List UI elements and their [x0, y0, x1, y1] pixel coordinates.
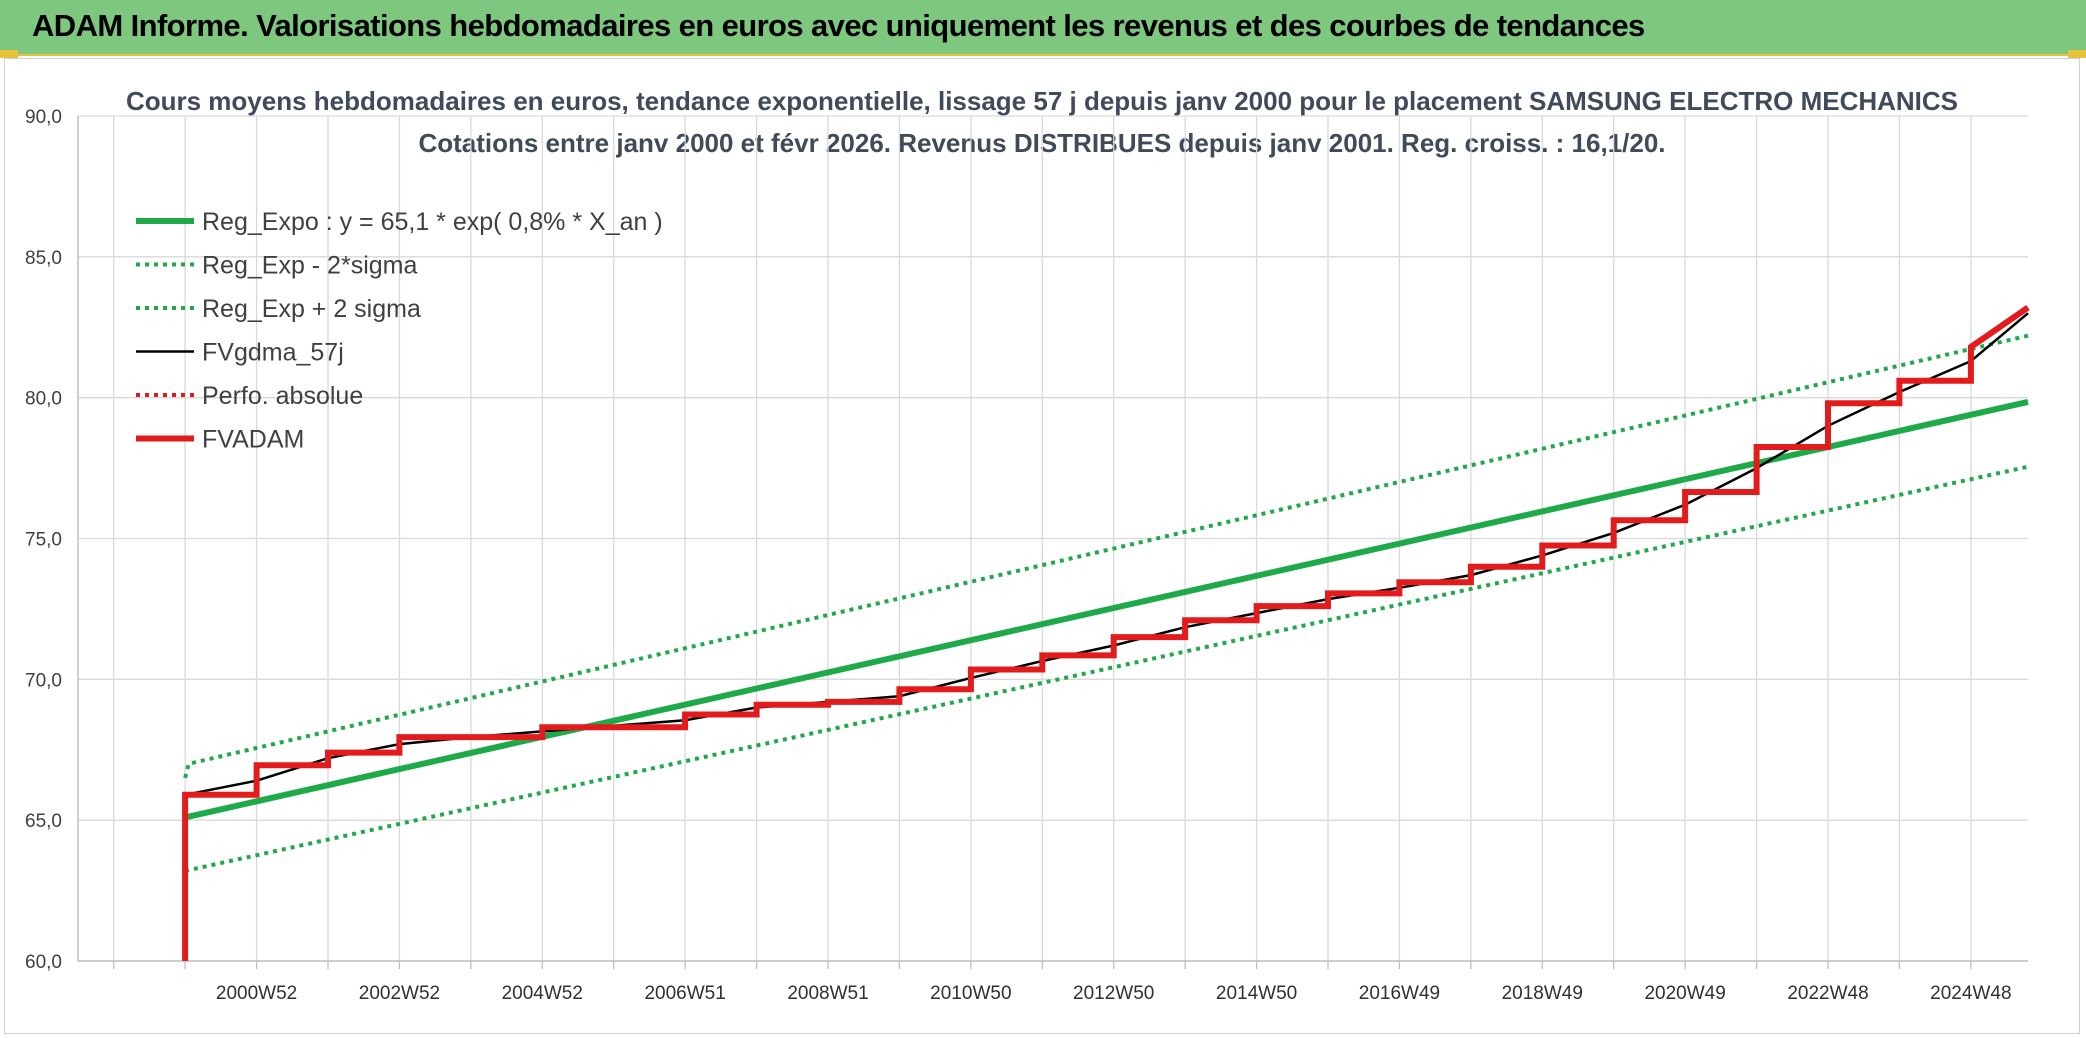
legend-label: FVADAM	[202, 426, 304, 454]
chart-frame	[4, 58, 2080, 1034]
series-line-2	[183, 333, 2029, 779]
corner-mark-left	[0, 50, 18, 58]
y-tick-label: 65,0	[25, 811, 62, 832]
y-tick-label: 75,0	[25, 530, 62, 551]
x-tick-label: 2000W52	[216, 983, 297, 1004]
legend-label: FVgdma_57j	[202, 339, 344, 367]
y-tick-label: 70,0	[25, 670, 62, 691]
legend-label: Reg_Expo : y = 65,1 * exp( 0,8% * X_an )	[202, 208, 663, 236]
x-tick-label: 2004W52	[502, 983, 583, 1004]
x-tick-label: 2018W49	[1502, 983, 1583, 1004]
legend: Reg_Expo : y = 65,1 * exp( 0,8% * X_an )…	[136, 208, 663, 454]
y-tick-label: 85,0	[25, 248, 62, 269]
y-tick-label: 60,0	[25, 952, 62, 973]
x-tick-label: 2016W49	[1359, 983, 1440, 1004]
legend-label: Reg_Exp + 2 sigma	[202, 295, 421, 323]
x-tick-label: 2006W51	[644, 983, 725, 1004]
chart-grid	[78, 115, 2028, 962]
series-line-0	[184, 398, 2029, 821]
x-tick-label: 2020W49	[1644, 983, 1725, 1004]
x-tick-label: 2008W51	[787, 983, 868, 1004]
series-line-3	[184, 312, 2029, 797]
x-tick-label: 2002W52	[359, 983, 440, 1004]
corner-mark-right	[2068, 50, 2086, 58]
report-header: ADAM Informe. Valorisations hebdomadaire…	[0, 0, 2086, 56]
chart-axes: 60,0 65,0 70,0 75,0 80,0 85,0 90,0 2000W52 2002W…	[25, 107, 2028, 1004]
y-tick-label: 90,0	[25, 107, 62, 128]
x-tick-label: 2022W48	[1787, 983, 1868, 1004]
legend-label: Perfo. absolue	[202, 382, 363, 410]
report-title: ADAM Informe. Valorisations hebdomadaire…	[32, 8, 1645, 43]
legend-label: Reg_Exp - 2*sigma	[202, 252, 417, 280]
chart-title: Cours moyens hebdomadaires en euros, ten…	[126, 86, 1958, 116]
x-tick-label: 2012W50	[1073, 983, 1154, 1004]
series-line-1	[184, 464, 2029, 873]
y-tick-label: 80,0	[25, 389, 62, 410]
series-line-5	[182, 305, 2030, 961]
x-tick-label: 2014W50	[1216, 983, 1297, 1004]
x-tick-label: 2024W48	[1930, 983, 2011, 1004]
x-tick-label: 2010W50	[930, 983, 1011, 1004]
plot-area	[182, 305, 2030, 961]
